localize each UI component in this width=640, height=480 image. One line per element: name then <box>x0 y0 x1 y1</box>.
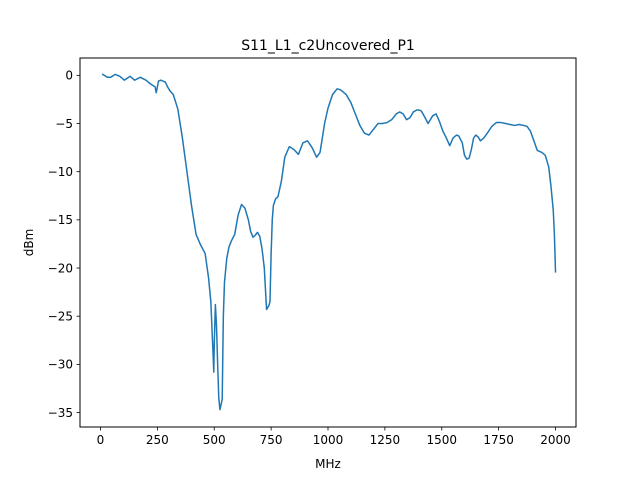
y-tick-label: −35 <box>48 406 73 420</box>
x-tick-label: 500 <box>203 433 226 447</box>
x-tick-label: 1750 <box>483 433 514 447</box>
x-tick-label: 0 <box>97 433 105 447</box>
y-tick-label: −15 <box>48 213 73 227</box>
x-tick-label: 1500 <box>426 433 457 447</box>
y-axis-title: dBm <box>22 229 36 257</box>
plot-area <box>80 58 576 427</box>
y-tick-label: −30 <box>48 358 73 372</box>
y-tick-label: −10 <box>48 165 73 179</box>
chart-title: S11_L1_c2Uncovered_P1 <box>241 38 415 54</box>
x-tick-label: 2000 <box>540 433 571 447</box>
x-tick-label: 1000 <box>313 433 344 447</box>
x-axis-title: MHz <box>315 457 341 471</box>
x-tick-label: 1250 <box>370 433 401 447</box>
y-tick-label: −25 <box>48 310 73 324</box>
x-tick-label: 250 <box>146 433 169 447</box>
y-tick-label: −5 <box>55 117 73 131</box>
series-layer <box>101 73 557 411</box>
x-tick-label: 750 <box>260 433 283 447</box>
series-line-0 <box>101 73 557 411</box>
y-tick-label: −20 <box>48 261 73 275</box>
y-tick-label: 0 <box>65 69 73 83</box>
y-axis: 0 −5 −10 −15 −20 −25 −30 −35 <box>48 69 80 420</box>
x-axis: 0 250 500 750 1000 1250 1500 1750 2000 <box>97 427 571 447</box>
